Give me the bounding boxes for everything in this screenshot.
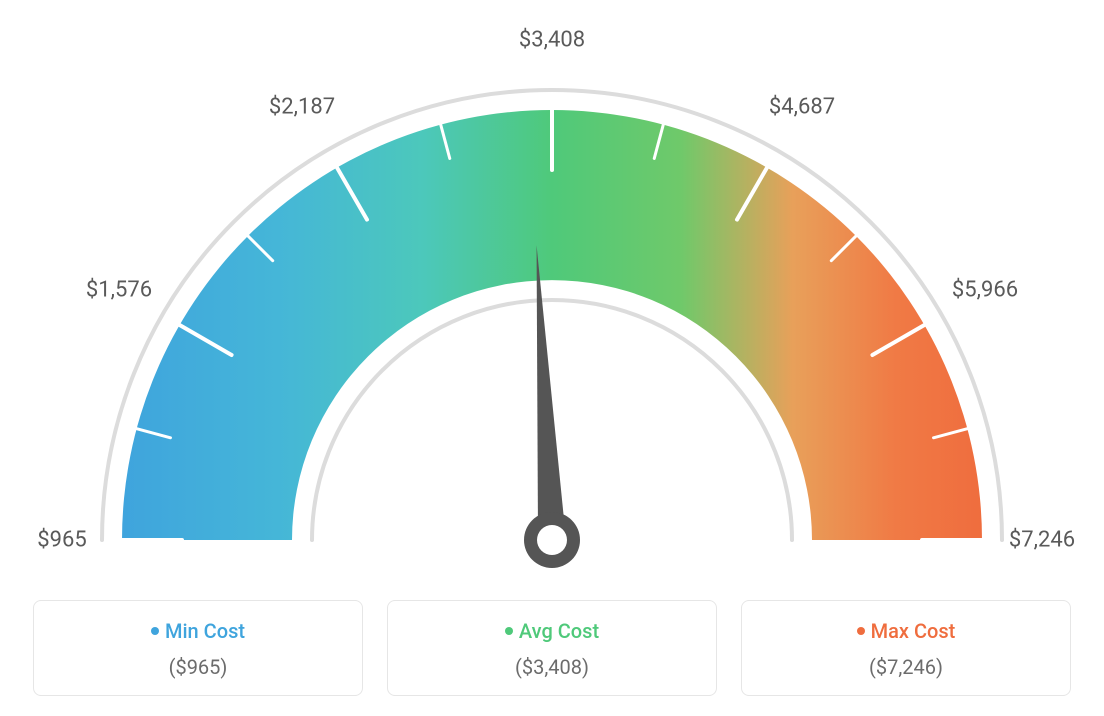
gauge-tick-label: $5,966 (952, 278, 1018, 303)
legend-dot-icon (151, 627, 159, 635)
cost-gauge-chart: $965 $1,576 $2,187 $3,408 $4,687 $5,966 $7,246 (22, 20, 1082, 580)
legend-title: Min Cost (44, 619, 352, 643)
gauge-tick-label: $1,576 (86, 278, 152, 303)
legend-title-text: Max Cost (871, 619, 956, 643)
legend-title-text: Avg Cost (519, 619, 599, 643)
legend-row: Min Cost ($965) Avg Cost ($3,408) Max Cost ($… (22, 600, 1082, 696)
gauge-tick-label: $3,408 (519, 28, 585, 53)
legend-card: Min Cost ($965) (33, 600, 363, 696)
legend-title: Max Cost (752, 619, 1060, 643)
legend-card: Avg Cost ($3,408) (387, 600, 717, 696)
gauge-tick-label: $4,687 (769, 94, 835, 119)
gauge-tick-label: $7,246 (1009, 528, 1075, 553)
legend-card: Max Cost ($7,246) (741, 600, 1071, 696)
legend-dot-icon (505, 627, 513, 635)
gauge-tick-label: $2,187 (269, 94, 335, 119)
legend-dot-icon (857, 627, 865, 635)
legend-value: ($7,246) (752, 655, 1060, 679)
gauge-tick-label: $965 (37, 528, 86, 553)
legend-value: ($3,408) (398, 655, 706, 679)
legend-value: ($965) (44, 655, 352, 679)
legend-title-text: Min Cost (165, 619, 245, 643)
legend-title: Avg Cost (398, 619, 706, 643)
gauge-svg (22, 20, 1082, 580)
